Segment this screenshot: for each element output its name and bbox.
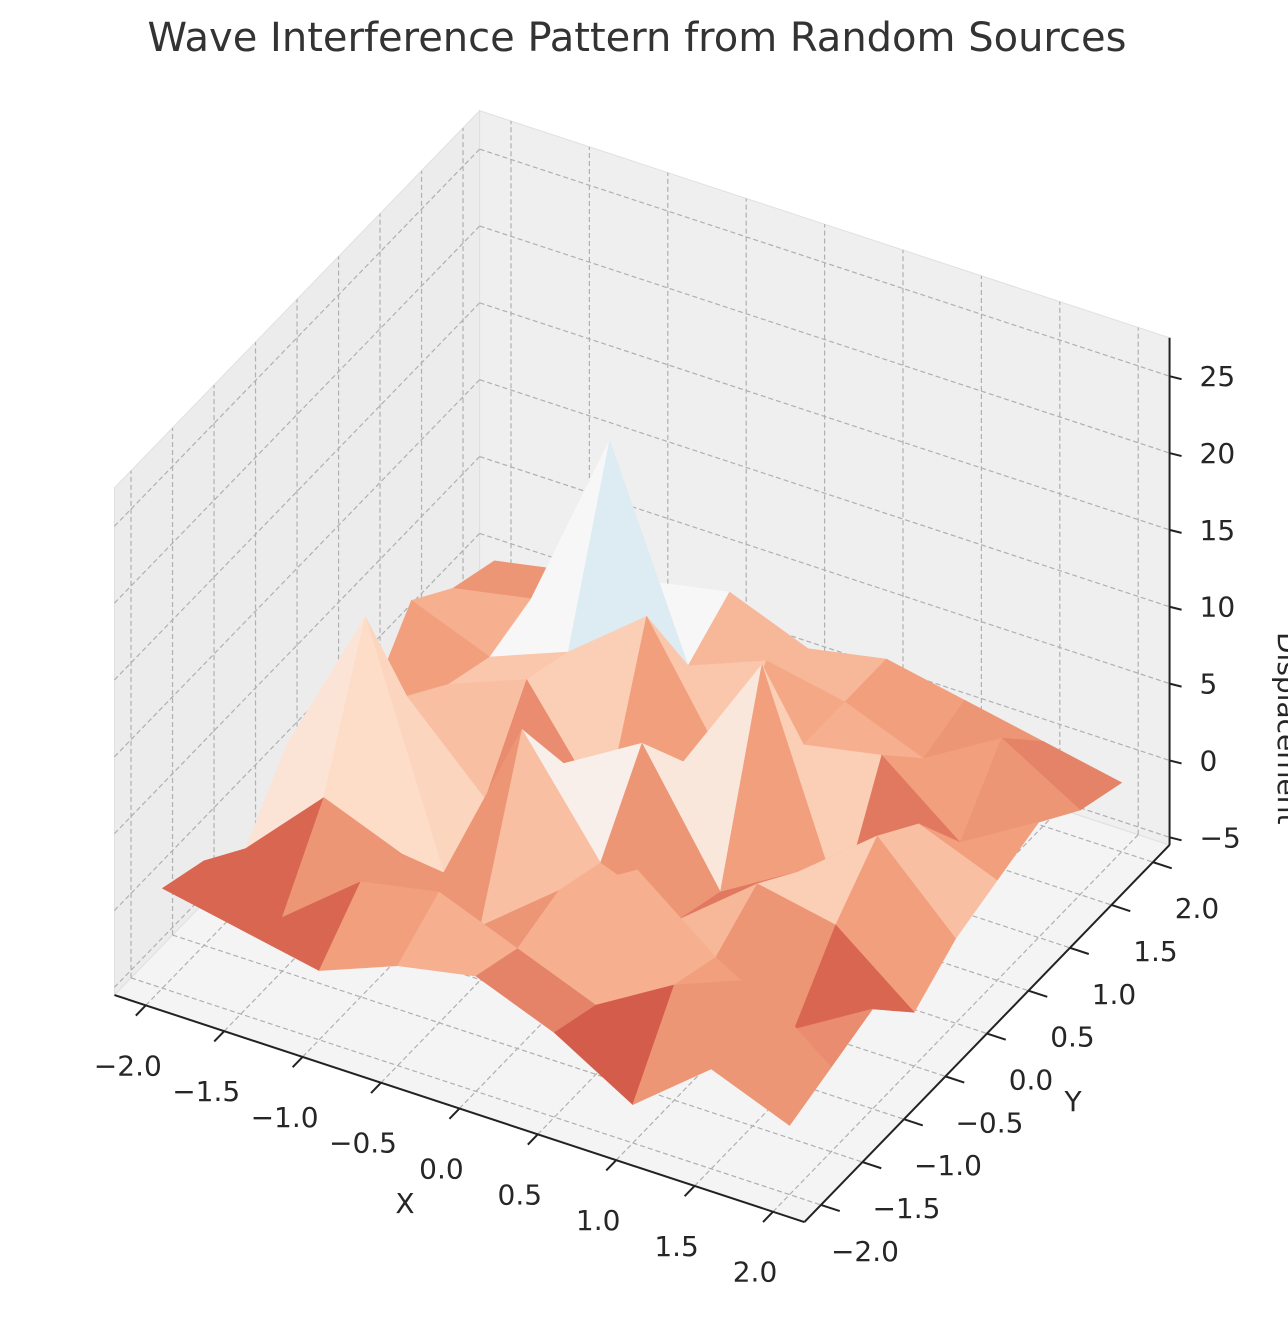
- z-axis-label: Displacement: [1271, 632, 1288, 825]
- z-tick-label: 15: [1200, 514, 1236, 547]
- x-tick: [683, 1185, 696, 1197]
- y-tick-label: 0.0: [1009, 1064, 1054, 1097]
- y-tick: [903, 1118, 924, 1127]
- chart-title: Wave Interference Pattern from Random So…: [148, 15, 1127, 61]
- y-tick: [862, 1161, 882, 1170]
- x-tick-label: 0.5: [498, 1178, 543, 1211]
- x-tick-label: −1.0: [251, 1101, 319, 1134]
- z-tick: [1169, 452, 1182, 458]
- y-tick: [1111, 904, 1131, 913]
- z-tick-label: −5: [1200, 821, 1241, 854]
- x-tick: [213, 1030, 225, 1043]
- y-axis-label: Y: [1063, 1085, 1082, 1118]
- z-tick: [1169, 836, 1182, 842]
- y-tick: [820, 1203, 841, 1213]
- y-tick: [945, 1075, 965, 1084]
- z-tick-label: 0: [1200, 744, 1218, 777]
- y-tick-label: 1.5: [1133, 935, 1178, 968]
- x-tick: [762, 1211, 774, 1223]
- surface-patch: [710, 979, 832, 1126]
- x-tick-label: 0.0: [419, 1153, 464, 1186]
- grid-line: [479, 225, 1170, 454]
- z-tick: [1169, 605, 1182, 611]
- y-tick-label: 1.0: [1092, 978, 1137, 1011]
- x-tick-label: −1.5: [172, 1075, 240, 1108]
- grid-line: [479, 302, 1170, 531]
- z-tick-label: 20: [1200, 437, 1236, 470]
- z-tick-label: 25: [1200, 360, 1236, 393]
- z-tick: [1169, 682, 1182, 688]
- y-tick: [1069, 946, 1090, 955]
- x-tick-label: 1.5: [654, 1230, 699, 1263]
- grid-line: [479, 148, 1170, 377]
- z-tick: [1169, 528, 1182, 534]
- x-tick: [605, 1159, 617, 1172]
- x-tick-label: −0.5: [329, 1127, 397, 1160]
- y-tick-label: −2.0: [831, 1235, 899, 1268]
- x-axis-label: X: [395, 1187, 414, 1220]
- y-tick-label: 2.0: [1175, 892, 1220, 925]
- y-tick-label: −1.0: [914, 1149, 982, 1182]
- x-tick: [370, 1082, 382, 1094]
- x-tick: [135, 1004, 147, 1017]
- x-tick-label: 1.0: [576, 1204, 621, 1237]
- y-tick-label: −1.5: [872, 1192, 940, 1225]
- x-tick-label: −2.0: [94, 1049, 162, 1082]
- y-tick: [1152, 861, 1173, 870]
- y-tick-label: −0.5: [955, 1106, 1023, 1139]
- y-tick: [986, 1032, 1007, 1041]
- y-tick: [1028, 989, 1048, 998]
- z-tick-label: 5: [1200, 668, 1218, 701]
- y-tick-label: 0.5: [1050, 1021, 1095, 1054]
- grid-line: [479, 379, 1170, 608]
- x-tick: [448, 1107, 461, 1120]
- z-tick: [1169, 375, 1182, 381]
- z-tick: [1169, 759, 1182, 765]
- grid-line: [130, 977, 822, 1206]
- z-tick-label: 10: [1200, 591, 1236, 624]
- grid-line: [172, 934, 863, 1163]
- x-tick: [527, 1133, 539, 1146]
- x-tick: [291, 1056, 304, 1068]
- x-tick-label: 2.0: [733, 1256, 778, 1289]
